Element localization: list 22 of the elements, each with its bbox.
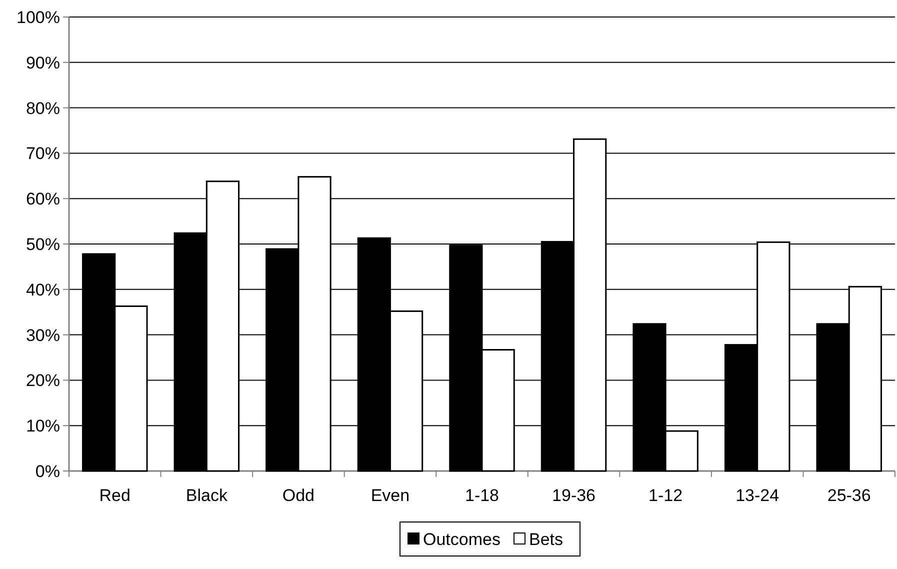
x-tick-label: Odd bbox=[282, 486, 315, 505]
x-tick-label: 1-18 bbox=[464, 486, 500, 505]
y-tick-label: 20% bbox=[26, 371, 60, 390]
x-tick-label: Red bbox=[99, 486, 130, 505]
x-tick-label: 25-36 bbox=[827, 486, 871, 505]
x-tick-label: 19-36 bbox=[552, 486, 596, 505]
y-tick-label: 30% bbox=[26, 326, 60, 345]
legend-label: Bets bbox=[529, 530, 564, 549]
y-tick-label: 70% bbox=[26, 144, 60, 164]
y-tick-label: 50% bbox=[26, 234, 60, 254]
y-tick-label: 10% bbox=[26, 416, 60, 436]
y-tick-label: 100% bbox=[16, 8, 60, 27]
x-tick-label: 13-24 bbox=[736, 486, 780, 505]
x-tick-label: Even bbox=[370, 486, 410, 505]
y-tick-label: 60% bbox=[26, 190, 60, 209]
y-tick-label: 40% bbox=[26, 280, 60, 300]
y-tick-label: 0% bbox=[35, 462, 60, 481]
x-tick-label: 1-12 bbox=[648, 486, 683, 505]
legend-label: Outcomes bbox=[423, 530, 500, 549]
y-tick-label: 90% bbox=[26, 53, 60, 72]
x-tick-label: Black bbox=[186, 486, 228, 505]
y-tick-label: 80% bbox=[26, 98, 60, 118]
